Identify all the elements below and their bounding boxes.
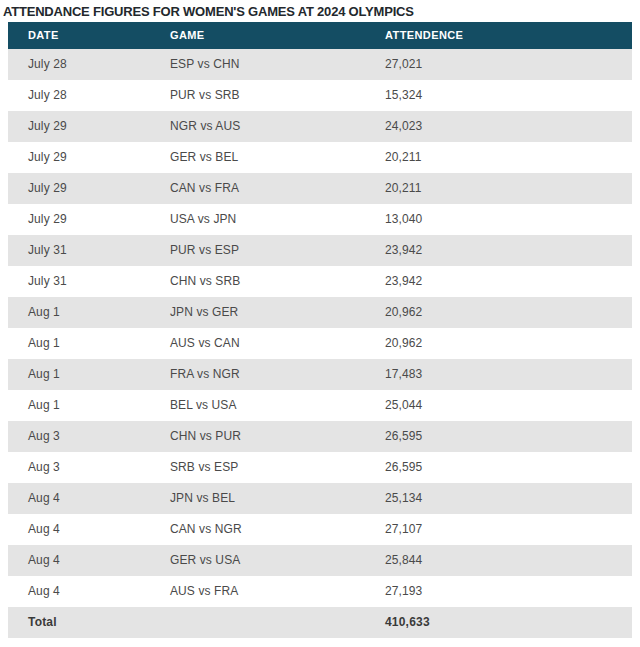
cell-game: CAN vs FRA	[150, 173, 365, 204]
table-row: Aug 1JPN vs GER20,962	[8, 297, 632, 328]
column-header-game: GAME	[150, 22, 365, 49]
table-row: July 31PUR vs ESP23,942	[8, 235, 632, 266]
cell-date: Aug 3	[8, 452, 150, 483]
table-total-row: Total 410,633	[8, 607, 632, 638]
cell-game: AUS vs FRA	[150, 576, 365, 607]
cell-game: PUR vs ESP	[150, 235, 365, 266]
table-row: Aug 4GER vs USA25,844	[8, 545, 632, 576]
cell-game: CHN vs SRB	[150, 266, 365, 297]
column-header-date: DATE	[8, 22, 150, 49]
cell-date: Aug 1	[8, 359, 150, 390]
table-row: July 29NGR vs AUS24,023	[8, 111, 632, 142]
table-header-row: DATE GAME ATTENDENCE	[8, 22, 632, 49]
cell-attendance: 27,021	[365, 49, 632, 80]
cell-attendance: 17,483	[365, 359, 632, 390]
cell-game: CHN vs PUR	[150, 421, 365, 452]
table-row: Aug 4AUS vs FRA27,193	[8, 576, 632, 607]
cell-attendance: 27,193	[365, 576, 632, 607]
column-header-attendance: ATTENDENCE	[365, 22, 632, 49]
attendance-table: DATE GAME ATTENDENCE July 28ESP vs CHN27…	[8, 22, 632, 638]
table-row: July 31CHN vs SRB23,942	[8, 266, 632, 297]
cell-game: AUS vs CAN	[150, 328, 365, 359]
cell-game: CAN vs NGR	[150, 514, 365, 545]
cell-attendance: 13,040	[365, 204, 632, 235]
cell-attendance: 25,844	[365, 545, 632, 576]
cell-game: JPN vs GER	[150, 297, 365, 328]
attendance-table-page: ATTENDANCE FIGURES FOR WOMEN'S GAMES AT …	[0, 0, 640, 647]
cell-date: Aug 4	[8, 576, 150, 607]
cell-date: July 29	[8, 173, 150, 204]
table-row: Aug 4CAN vs NGR27,107	[8, 514, 632, 545]
cell-date: July 28	[8, 49, 150, 80]
cell-date: Aug 4	[8, 545, 150, 576]
cell-attendance: 26,595	[365, 452, 632, 483]
cell-attendance: 15,324	[365, 80, 632, 111]
cell-attendance: 26,595	[365, 421, 632, 452]
cell-date: July 29	[8, 142, 150, 173]
cell-game: JPN vs BEL	[150, 483, 365, 514]
cell-game: FRA vs NGR	[150, 359, 365, 390]
cell-date: Aug 4	[8, 483, 150, 514]
cell-attendance: 20,962	[365, 297, 632, 328]
total-spacer	[150, 607, 365, 638]
cell-attendance: 20,962	[365, 328, 632, 359]
cell-game: BEL vs USA	[150, 390, 365, 421]
total-label: Total	[8, 607, 150, 638]
cell-date: July 31	[8, 235, 150, 266]
cell-date: Aug 1	[8, 328, 150, 359]
cell-date: Aug 1	[8, 390, 150, 421]
cell-game: GER vs BEL	[150, 142, 365, 173]
cell-game: NGR vs AUS	[150, 111, 365, 142]
cell-game: SRB vs ESP	[150, 452, 365, 483]
cell-game: ESP vs CHN	[150, 49, 365, 80]
table-row: Aug 1BEL vs USA25,044	[8, 390, 632, 421]
table-row: July 28PUR vs SRB15,324	[8, 80, 632, 111]
cell-date: Aug 3	[8, 421, 150, 452]
cell-attendance: 24,023	[365, 111, 632, 142]
table-row: Aug 3CHN vs PUR26,595	[8, 421, 632, 452]
table-row: Aug 3SRB vs ESP26,595	[8, 452, 632, 483]
cell-date: Aug 4	[8, 514, 150, 545]
cell-attendance: 23,942	[365, 235, 632, 266]
cell-date: July 28	[8, 80, 150, 111]
cell-attendance: 20,211	[365, 142, 632, 173]
table-row: July 29USA vs JPN13,040	[8, 204, 632, 235]
cell-date: July 29	[8, 204, 150, 235]
table-body: July 28ESP vs CHN27,021July 28PUR vs SRB…	[8, 49, 632, 607]
table-row: Aug 1AUS vs CAN20,962	[8, 328, 632, 359]
cell-attendance: 23,942	[365, 266, 632, 297]
page-title: ATTENDANCE FIGURES FOR WOMEN'S GAMES AT …	[3, 4, 640, 22]
cell-game: USA vs JPN	[150, 204, 365, 235]
table-row: Aug 1FRA vs NGR17,483	[8, 359, 632, 390]
cell-game: PUR vs SRB	[150, 80, 365, 111]
cell-date: July 31	[8, 266, 150, 297]
cell-game: GER vs USA	[150, 545, 365, 576]
cell-date: Aug 1	[8, 297, 150, 328]
table-row: July 29CAN vs FRA20,211	[8, 173, 632, 204]
total-value: 410,633	[365, 607, 632, 638]
table-row: July 28ESP vs CHN27,021	[8, 49, 632, 80]
table-row: July 29GER vs BEL20,211	[8, 142, 632, 173]
cell-attendance: 27,107	[365, 514, 632, 545]
cell-attendance: 20,211	[365, 173, 632, 204]
cell-attendance: 25,044	[365, 390, 632, 421]
cell-attendance: 25,134	[365, 483, 632, 514]
cell-date: July 29	[8, 111, 150, 142]
table-row: Aug 4JPN vs BEL25,134	[8, 483, 632, 514]
